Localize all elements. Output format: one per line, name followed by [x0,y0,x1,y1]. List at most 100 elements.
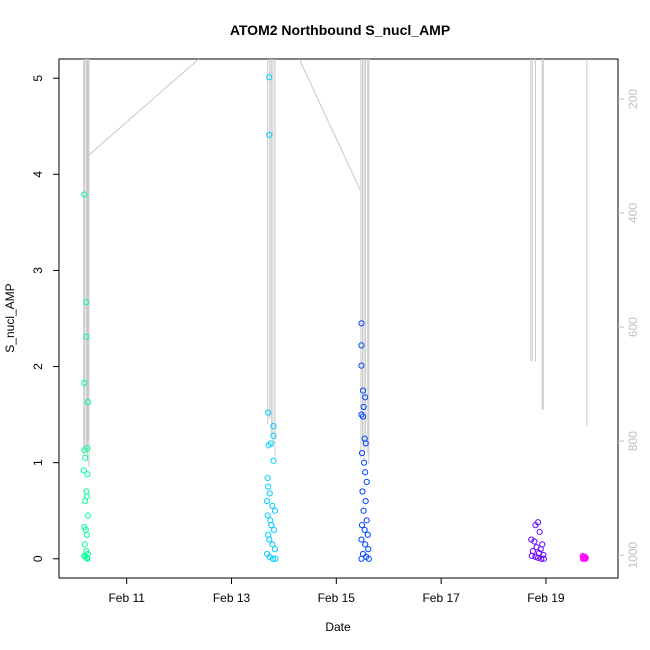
plot-frame [58,58,619,579]
data-point [360,403,367,411]
data-point [532,522,539,529]
data-point [268,522,275,529]
data-point [264,474,271,482]
data-point [528,536,535,543]
data-point [270,526,278,534]
data-point [266,74,273,81]
data-point [265,409,272,416]
x-axis: Feb 11 Feb 13 Feb 15 Feb 17 Feb 19 [108,578,565,605]
data-point [582,555,589,562]
data-point [363,517,370,524]
data-point [80,467,87,474]
x-axis-title: Date [325,620,351,634]
y-axis: 0 1 2 3 4 5 [31,75,59,562]
data-point [272,555,279,562]
y2-axis: 200 400 600 800 1000 [618,89,640,569]
data-point [538,555,545,562]
data-point [358,536,365,543]
data-point [266,553,273,560]
data-point [360,459,368,466]
data-point [84,555,91,562]
data-point [266,131,273,139]
data-point [265,442,272,449]
data-point [362,440,369,447]
data-point [81,447,88,454]
data-point [363,478,370,485]
data-point [358,320,365,327]
data-point [81,379,88,386]
data-point [359,488,366,495]
data-point [269,555,277,562]
y2-tick-label: 1000 [626,542,640,569]
data-point [83,531,90,538]
data-point [362,469,369,476]
data-point [540,555,547,562]
data-point [531,538,538,545]
depth-connector [298,58,361,191]
data-point [81,541,88,548]
data-point [82,498,89,505]
data-point [265,483,272,490]
data-point [271,546,279,553]
data-point [364,531,371,538]
y-tick-label: 3 [31,267,45,274]
data-point [84,445,91,452]
data-point [358,555,365,562]
y-tick-label: 4 [31,171,45,178]
y2-tick-label: 800 [626,431,640,451]
data-point [536,528,543,535]
data-point [271,507,279,514]
data-point [84,399,91,406]
x-tick-label: Feb 17 [422,591,460,605]
data-point [81,191,88,198]
y2-tick-label: 200 [626,89,640,109]
data-point [528,552,535,559]
depth-connector [87,58,200,157]
x-tick-label: Feb 19 [527,591,565,605]
data-point [358,522,366,529]
y2-tick-label: 400 [626,203,640,223]
data-point [361,526,368,534]
data-point [270,432,277,439]
data-point [359,413,367,420]
data-point [360,507,367,514]
data-point [83,299,90,306]
data-point [358,362,365,369]
y-axis-title: S_nucl_AMP [3,283,17,352]
y2-tick-label: 600 [626,317,640,337]
chart-title: ATOM2 Northbound S_nucl_AMP [230,22,450,38]
y-tick-label: 0 [31,555,45,562]
data-point [266,490,273,497]
data-point [365,555,372,562]
y-tick-label: 1 [31,459,45,466]
data-point [365,546,372,553]
x-tick-label: Feb 11 [108,591,145,605]
x-tick-label: Feb 15 [318,591,356,605]
data-point [359,387,367,394]
data-point [537,546,544,553]
y-tick-label: 5 [31,75,45,82]
data-point [82,454,89,461]
data-point [358,449,366,457]
data-point [84,471,91,478]
y-tick-label: 2 [31,363,45,370]
data-point [358,411,365,418]
data-point [362,394,369,401]
data-point [362,541,369,548]
data-points [80,74,589,562]
data-point [269,502,276,510]
depth-lines [83,58,588,467]
data-point [84,512,91,519]
data-point [270,423,277,430]
data-point [264,512,271,519]
data-point [81,523,88,531]
data-point [269,541,276,548]
data-point [266,536,273,543]
data-point [83,333,90,340]
data-point [264,498,271,505]
data-point [270,457,277,464]
data-point [534,554,542,561]
x-tick-label: Feb 13 [213,591,251,605]
